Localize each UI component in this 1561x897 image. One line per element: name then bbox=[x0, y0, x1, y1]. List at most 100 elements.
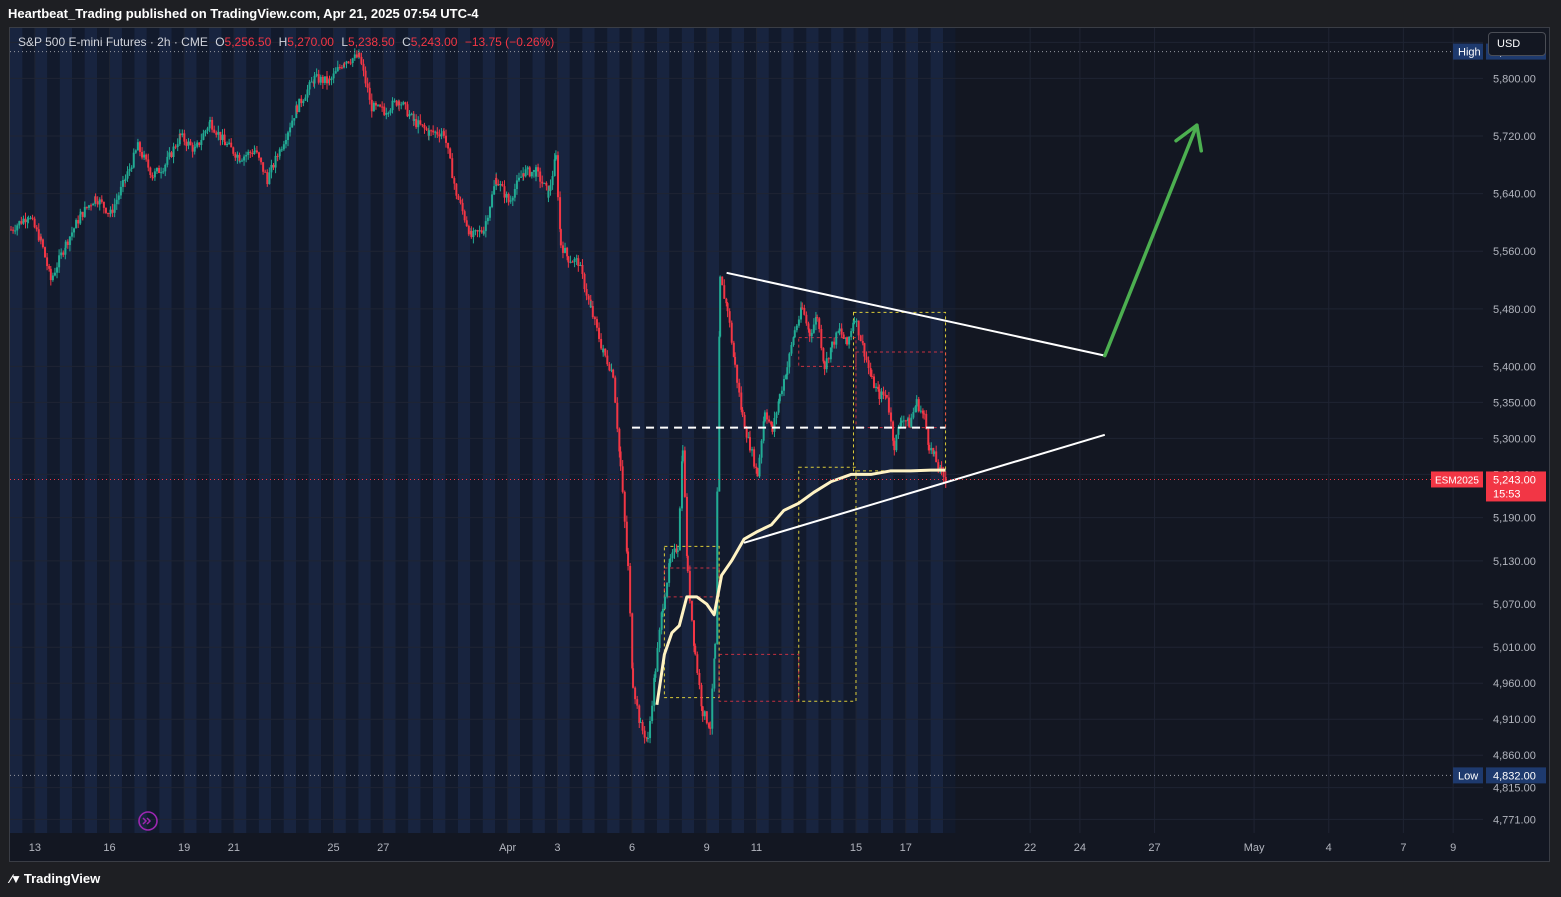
candle-body bbox=[497, 183, 500, 186]
candle-body bbox=[58, 255, 61, 268]
candle-body bbox=[234, 153, 237, 158]
candle-body bbox=[104, 207, 107, 213]
candle-body bbox=[499, 184, 502, 186]
candle-body bbox=[428, 130, 431, 136]
session-stripe bbox=[121, 28, 135, 833]
candle-body bbox=[846, 337, 849, 345]
session-stripe bbox=[432, 28, 446, 833]
candle-body bbox=[134, 150, 137, 153]
candle-body bbox=[194, 146, 197, 148]
candle-body bbox=[522, 173, 525, 177]
publisher-header: Heartbeat_Trading published on TradingVi… bbox=[8, 6, 479, 21]
session-stripe bbox=[221, 28, 234, 833]
candle-body bbox=[639, 722, 642, 724]
candle-body bbox=[831, 341, 834, 348]
candle-body bbox=[126, 171, 129, 179]
candle-body bbox=[869, 368, 872, 376]
candle-body bbox=[829, 347, 832, 360]
price-tick-label: 4,960.00 bbox=[1493, 678, 1536, 690]
candle-body bbox=[266, 179, 269, 185]
session-stripe bbox=[843, 28, 856, 833]
candle-body bbox=[217, 131, 220, 135]
candle-body bbox=[571, 261, 574, 263]
candle-body bbox=[402, 102, 405, 105]
time-tick-label: 25 bbox=[327, 842, 339, 854]
candle-body bbox=[719, 276, 722, 337]
candle-body bbox=[187, 141, 190, 146]
candle-body bbox=[551, 176, 554, 186]
candle-body bbox=[226, 143, 229, 146]
candle-body bbox=[236, 154, 239, 158]
candle-body bbox=[944, 476, 947, 483]
candle-body bbox=[930, 447, 933, 451]
candle-body bbox=[610, 369, 613, 371]
candle-body bbox=[524, 169, 527, 177]
candle-body bbox=[410, 113, 413, 115]
candle-body bbox=[857, 320, 860, 336]
session-stripe bbox=[706, 28, 720, 833]
candle-body bbox=[155, 167, 158, 172]
session-stripe bbox=[532, 28, 545, 833]
candle-body bbox=[132, 152, 135, 168]
candle-body bbox=[317, 74, 320, 83]
time-tick-label: 3 bbox=[554, 842, 560, 854]
candle-body bbox=[585, 288, 588, 296]
candle-body bbox=[908, 418, 911, 428]
session-stripe bbox=[59, 28, 73, 833]
candle-body bbox=[612, 369, 615, 378]
last-price-bg bbox=[1486, 471, 1546, 502]
candle-body bbox=[336, 67, 339, 72]
session-stripe bbox=[681, 28, 695, 833]
session-stripe bbox=[47, 28, 60, 833]
candle-body bbox=[438, 134, 441, 137]
candle-body bbox=[158, 167, 161, 173]
candle-body bbox=[484, 221, 487, 232]
candle-body bbox=[768, 419, 771, 422]
candle-body bbox=[381, 106, 384, 108]
candle-body bbox=[360, 56, 363, 64]
candle-body bbox=[859, 335, 862, 341]
candle-body bbox=[62, 252, 65, 255]
currency-button[interactable]: USD bbox=[1488, 32, 1546, 56]
candle-body bbox=[681, 450, 684, 462]
candle-body bbox=[885, 394, 888, 398]
candle-body bbox=[349, 62, 352, 64]
price-tick-label: 5,480.00 bbox=[1493, 304, 1536, 316]
candle-body bbox=[900, 420, 903, 423]
price-markers: High5,837.25Low4,832.00ESM20255,243.0015… bbox=[10, 43, 1546, 784]
candle-body bbox=[160, 172, 163, 174]
candle-body bbox=[353, 54, 356, 59]
candle-body bbox=[293, 118, 296, 121]
candle-body bbox=[274, 155, 277, 168]
candle-body bbox=[33, 218, 36, 228]
time-tick-label: 27 bbox=[1148, 842, 1160, 854]
candle-body bbox=[60, 252, 63, 256]
session-stripe bbox=[271, 28, 284, 833]
price-tick-label: 4,860.00 bbox=[1493, 750, 1536, 762]
candle-body bbox=[801, 307, 804, 309]
candle-body bbox=[278, 149, 281, 154]
candle-body bbox=[636, 699, 639, 706]
candle-body bbox=[660, 612, 663, 630]
candle-body bbox=[98, 199, 101, 205]
candle-body bbox=[713, 658, 716, 689]
candle-body bbox=[671, 552, 674, 559]
candle-body bbox=[747, 437, 750, 439]
candle-body bbox=[451, 158, 454, 179]
candle-body bbox=[79, 211, 82, 215]
candle-body bbox=[807, 323, 810, 330]
candle-body bbox=[882, 391, 885, 395]
candle-body bbox=[39, 236, 42, 240]
time-tick-label: 17 bbox=[900, 842, 912, 854]
candle-body bbox=[554, 155, 557, 160]
candle-body bbox=[334, 71, 337, 74]
poc-box bbox=[855, 351, 947, 429]
replay-icon bbox=[138, 811, 158, 831]
candle-body bbox=[66, 241, 69, 245]
candle-body bbox=[549, 185, 552, 191]
candle-body bbox=[797, 319, 800, 326]
candle-body bbox=[553, 159, 556, 177]
triangle-upper-line bbox=[726, 271, 1106, 357]
candle-body bbox=[323, 76, 326, 83]
